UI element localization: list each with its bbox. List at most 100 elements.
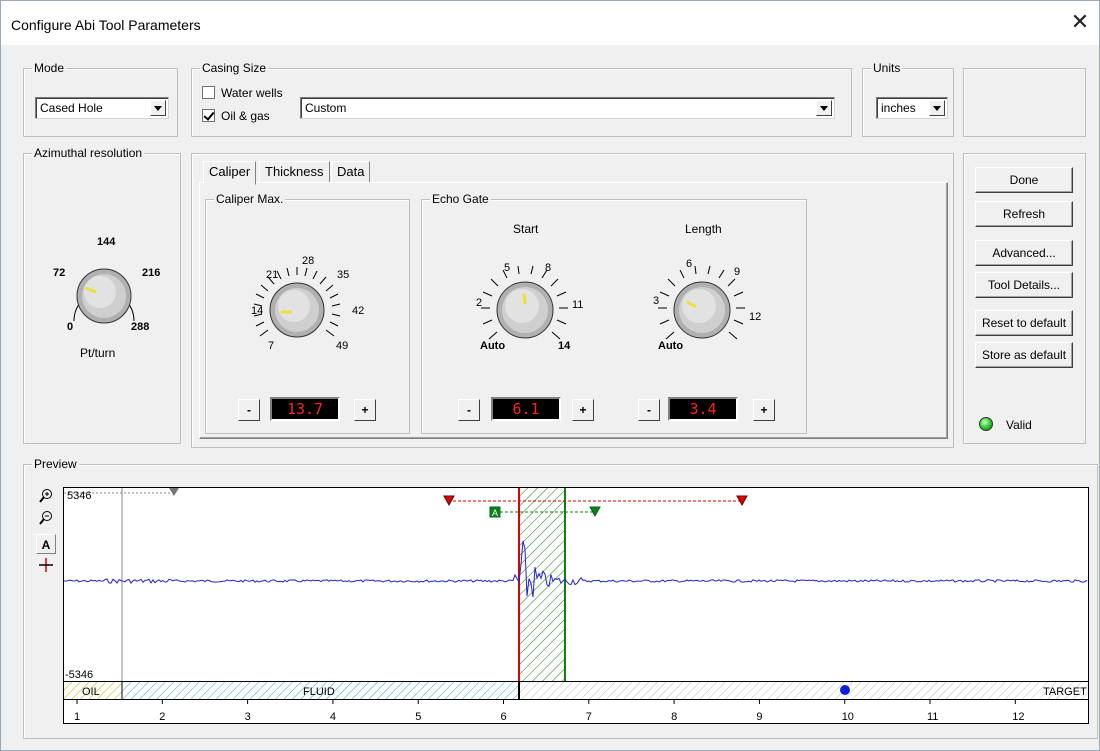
mode-value: Cased Hole: [40, 101, 103, 115]
refresh-button[interactable]: Refresh: [975, 201, 1073, 227]
close-button[interactable]: ✕: [1070, 9, 1090, 34]
x-tick-label: 3: [245, 711, 251, 723]
azimuthal-resolution-group: Azimuthal resolution 144 72 216 0 288 Pt…: [23, 146, 181, 444]
length-increment-button[interactable]: +: [753, 399, 775, 421]
target-marker-icon[interactable]: [840, 685, 850, 695]
azimuthal-knob[interactable]: [44, 230, 164, 340]
advanced-button[interactable]: Advanced...: [975, 240, 1073, 266]
x-axis: [63, 699, 1089, 724]
store-as-default-button[interactable]: Store as default: [975, 342, 1073, 368]
oil-gas-checkbox[interactable]: Oil & gas: [202, 108, 270, 124]
zone-target-label: TARGET: [1043, 686, 1087, 698]
length-decrement-button[interactable]: -: [638, 399, 660, 421]
zone-fluid-label: FLUID: [303, 686, 335, 698]
zone-fluid: [123, 682, 519, 699]
x-tick-label: 2: [159, 711, 165, 723]
start-increment-button[interactable]: +: [572, 399, 594, 421]
echo-gate-region[interactable]: [518, 488, 566, 681]
gate-length-knob[interactable]: [654, 260, 764, 360]
top-marker-icon[interactable]: [169, 488, 179, 496]
x-tick-label: 12: [1012, 711, 1024, 723]
done-button[interactable]: Done: [975, 167, 1073, 193]
tool-details-button[interactable]: Tool Details...: [975, 272, 1073, 298]
tab-panel-caliper: [199, 182, 948, 439]
window-title: Configure Abi Tool Parameters: [11, 17, 201, 33]
casing-size-group: Casing Size Water wells Oil & gas Custom: [191, 61, 852, 137]
water-wells-label: Water wells: [221, 85, 283, 100]
caliper-max-label: Caliper Max.: [214, 192, 286, 206]
az-tick-144: 144: [97, 236, 116, 248]
x-tick-label: 4: [330, 711, 336, 723]
az-tick-216: 216: [142, 267, 161, 279]
x-tick-label: 5: [415, 711, 421, 723]
chevron-down-icon[interactable]: [929, 100, 945, 116]
valid-indicator-icon: [979, 417, 993, 431]
mode-select[interactable]: Cased Hole: [35, 97, 169, 119]
preview-group: Preview: [23, 457, 1098, 739]
az-tick-288: 288: [131, 321, 150, 333]
length-tick-6: 6: [686, 258, 693, 270]
units-group: Units inches: [862, 61, 954, 137]
gate-start-knob[interactable]: [477, 260, 587, 360]
start-tick-5: 5: [504, 262, 511, 274]
auto-scale-icon[interactable]: A: [36, 534, 56, 554]
gate-length-marker-icon[interactable]: [589, 506, 601, 518]
crosshair-icon[interactable]: [36, 557, 56, 577]
start-readout: 6.1: [491, 397, 561, 421]
x-tick-label: 7: [586, 711, 592, 723]
y-bottom-label: -5346: [65, 669, 93, 681]
water-wells-checkbox[interactable]: Water wells: [202, 85, 283, 101]
signal-trace: [64, 540, 1088, 598]
caliper-max-readout: 13.7: [270, 397, 340, 421]
blank-panel: [963, 68, 1086, 137]
cal-tick-28: 28: [302, 255, 315, 267]
start-tick-14: 14: [558, 340, 571, 352]
valid-label: Valid: [1006, 418, 1032, 432]
caliper-decrement-button[interactable]: -: [238, 399, 260, 421]
reset-to-default-button[interactable]: Reset to default: [975, 310, 1073, 336]
caliper-max-knob[interactable]: [246, 260, 366, 360]
checkbox-box[interactable]: [202, 109, 215, 123]
zone-target: [520, 682, 1088, 699]
start-decrement-button[interactable]: -: [458, 399, 480, 421]
checkbox-box[interactable]: [202, 86, 215, 100]
chevron-down-icon[interactable]: [816, 100, 832, 116]
start-tick-8: 8: [545, 262, 552, 274]
gate-end-marker-icon[interactable]: [736, 495, 748, 507]
zoom-in-icon[interactable]: [36, 488, 56, 508]
az-tick-0: 0: [67, 321, 74, 333]
length-title: Length: [685, 222, 722, 236]
title-bar: Configure Abi Tool Parameters ✕: [1, 1, 1099, 45]
mode-label: Mode: [32, 61, 67, 75]
cal-tick-35: 35: [337, 269, 350, 281]
cal-tick-14: 14: [251, 305, 264, 317]
tab-data[interactable]: Data: [331, 161, 371, 183]
echo-gate-label: Echo Gate: [430, 192, 491, 206]
length-tick-auto: Auto: [658, 340, 684, 352]
chevron-down-icon[interactable]: [150, 100, 166, 116]
gate-start-marker-icon[interactable]: [443, 495, 455, 507]
caliper-increment-button[interactable]: +: [354, 399, 376, 421]
length-readout: 3.4: [668, 397, 738, 421]
cal-tick-7: 7: [268, 340, 275, 352]
gate-a-marker[interactable]: [489, 506, 501, 518]
casing-select[interactable]: Custom: [300, 97, 835, 119]
cal-tick-21: 21: [266, 269, 279, 281]
length-tick-3: 3: [653, 295, 660, 307]
tab-caliper[interactable]: Caliper: [203, 161, 257, 185]
length-tick-9: 9: [734, 266, 741, 278]
units-select[interactable]: inches: [876, 97, 948, 119]
zoom-out-icon[interactable]: [36, 510, 56, 530]
cal-tick-49: 49: [336, 340, 349, 352]
caliper-max-group: Caliper Max. 28 21 35 14 42 7 49 - 13.7 …: [205, 192, 410, 434]
x-tick-label: 6: [501, 711, 507, 723]
start-title: Start: [513, 222, 539, 236]
actions-panel: Done Refresh Advanced... Tool Details...…: [963, 153, 1086, 444]
tab-thickness[interactable]: Thickness: [259, 161, 330, 183]
echo-gate-group: Echo Gate Start Length 5 8 2 11 Auto 14: [421, 192, 807, 434]
casing-value: Custom: [305, 101, 347, 115]
start-tick-auto: Auto: [480, 340, 506, 352]
zone-oil: [64, 682, 122, 699]
